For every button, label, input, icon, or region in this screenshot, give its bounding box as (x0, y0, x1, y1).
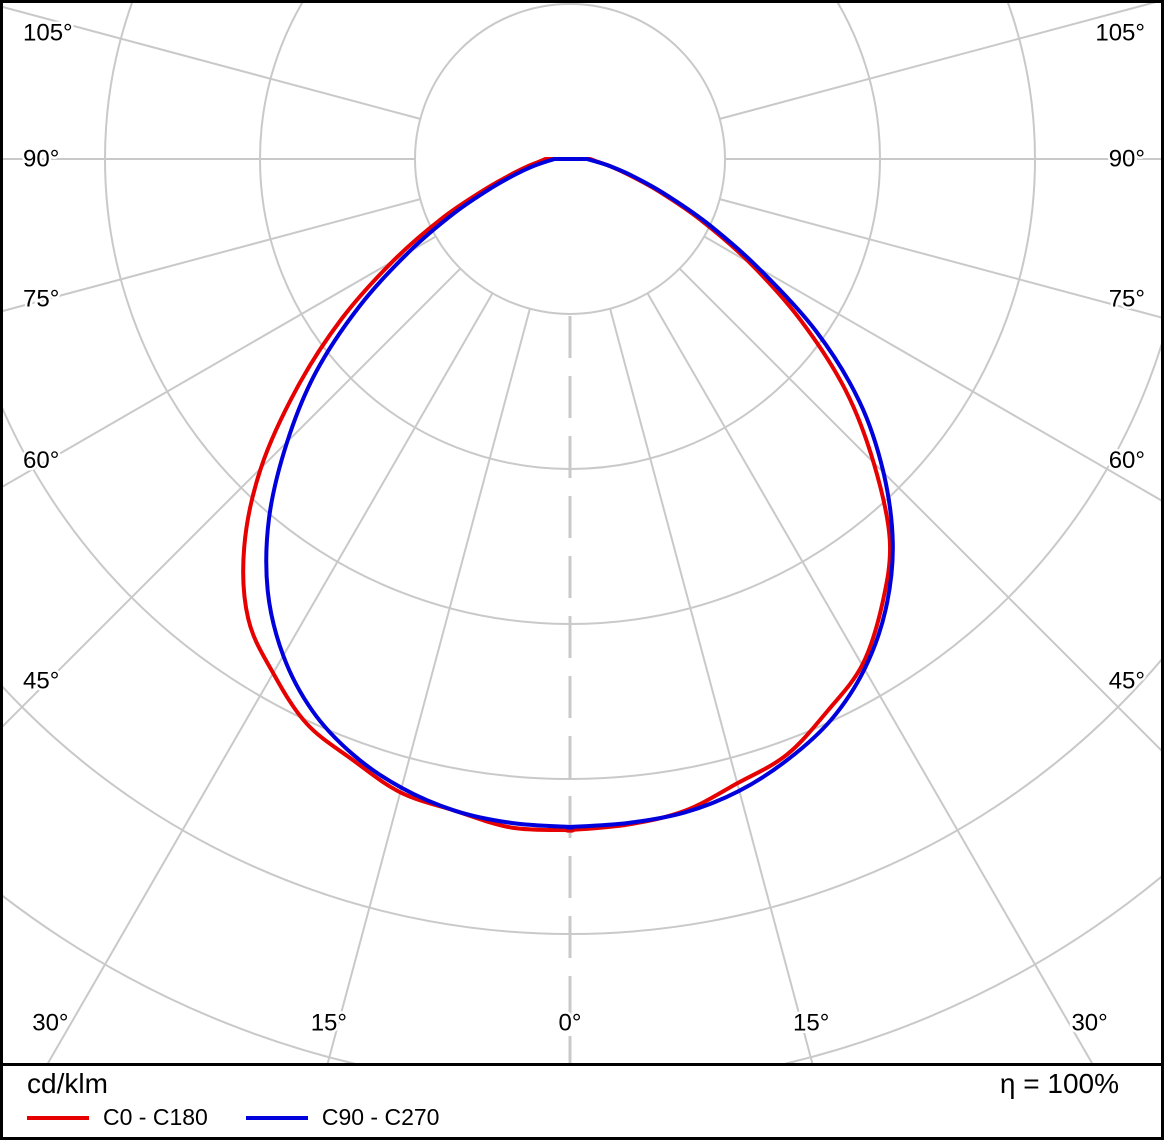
efficiency-value: η = 100% (999, 1068, 1119, 1099)
grid-radial-line (46, 292, 494, 1063)
grid-ring (3, 875, 1161, 1063)
grid-radial-line (678, 267, 1161, 752)
angle-label: 60° (1109, 447, 1145, 474)
angle-label: 105° (23, 20, 73, 47)
legend-item-c90-c270: C90 - C270 (245, 1104, 440, 1131)
polar-plot-area: 0° 15° 15° 30° 30° 45° 45° 60° 60° 75° 75° 90° 90° 10… (3, 3, 1161, 1066)
intensity-curve-c90-c270 (264, 157, 895, 830)
legend-label-c0-c180: C0 - C180 (103, 1104, 208, 1130)
grid-radial-line (326, 308, 531, 1063)
legend-strip: cd/klm η = 100% C0 - C180 C90 - C270 (3, 1066, 1161, 1137)
angle-label: 30° (1071, 1010, 1107, 1037)
legend-swatch-red-line (27, 1115, 89, 1120)
polar-grid (3, 3, 1161, 1063)
angle-label: 90° (23, 146, 59, 173)
grid-radial-line (3, 198, 421, 312)
polar-chart-canvas: 0° 15° 15° 30° 30° 45° 45° 60° 60° 75° 75° 90° 90° 10… (3, 3, 1161, 1063)
angle-label: 75° (23, 285, 59, 312)
angle-label: 0° (559, 1010, 582, 1037)
grid-radial-line (646, 292, 1094, 1063)
legend-swatch-blue-line (245, 1115, 308, 1120)
grid-radial-line (3, 235, 437, 488)
angle-label: 90° (1109, 146, 1145, 173)
intensity-curve-c0-c180 (241, 157, 893, 833)
angle-label: 45° (1109, 668, 1145, 695)
grid-radial-line (719, 3, 1157, 120)
unit-label: cd/klm (27, 1068, 108, 1099)
legend-label-c90-c270: C90 - C270 (321, 1104, 440, 1130)
angle-label: 45° (23, 668, 59, 695)
grid-radial-line (3, 267, 462, 728)
angle-label: 75° (1109, 285, 1145, 312)
legend-item-c0-c180: C0 - C180 (27, 1104, 208, 1131)
angle-label: 15° (311, 1010, 347, 1037)
grid-radial-line (719, 198, 1161, 319)
angle-label: 15° (793, 1010, 829, 1037)
legend: C0 - C180 C90 - C270 (27, 1104, 477, 1131)
angle-label: 60° (23, 447, 59, 474)
grid-ring (3, 342, 1161, 780)
angle-label: 30° (32, 1010, 68, 1037)
grid-radial-line (703, 235, 1161, 502)
grid-radial-line (609, 308, 814, 1063)
grid-radial-line (3, 6, 421, 120)
angle-label: 105° (1095, 20, 1145, 47)
